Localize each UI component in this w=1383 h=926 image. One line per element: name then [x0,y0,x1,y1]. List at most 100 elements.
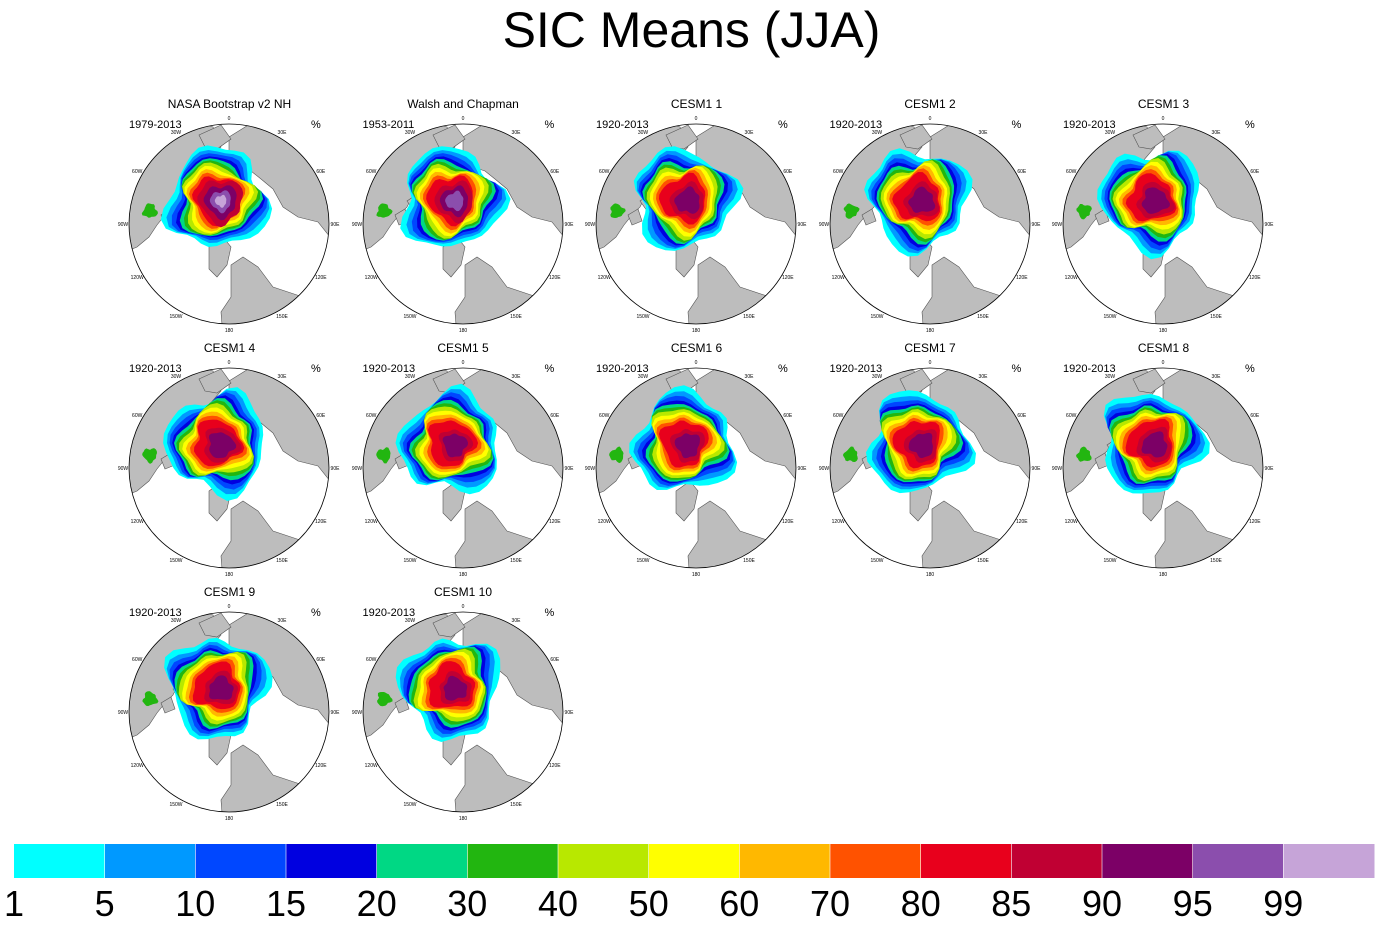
lon-label: 90E [331,710,341,716]
lon-label: 60W [132,657,143,663]
panel-unit: % [778,363,788,375]
polar-map: 180 150E 120E 90E 60E 30E 0 30W 60W 90W 120W 150W [585,116,807,334]
lon-label: 180 [692,572,701,578]
land-mass [432,124,465,150]
map-panel: CESM1 2 1920-2013% 180 150E 120E 90E 60E 30E 0 30… [814,97,1047,334]
lon-label: 180 [458,816,467,822]
lon-label: 90W [585,466,596,472]
map-border [128,123,330,325]
panel-period: 1920-2013 [829,119,883,131]
colorbar-swatch [376,844,468,878]
polar-map: 180 150E 120E 90E 60E 30E 0 30W 60W 90W 120W 150W [118,360,340,578]
map-border [362,123,563,325]
lon-label: 90W [585,222,596,228]
colorbar-label: 60 [719,883,759,924]
lon-label: 30E [278,618,288,624]
map-border [128,367,330,569]
map-panel: CESM1 7 1920-2013% 180 150E 120E 90E 60E 30E 0 30… [814,341,1047,578]
panel-period: 1920-2013 [362,363,416,375]
lon-label: 30W [638,374,649,380]
panel-unit: % [311,607,321,619]
sic-contour-hudson [375,447,390,464]
panel-title: CESM1 9 [203,585,256,599]
land-mass [394,696,409,714]
map-border [595,367,797,569]
lon-label: 60E [316,413,326,419]
polar-map: 180 150E 120E 90E 60E 30E 0 30W 60W 90W 120W 150W [585,360,807,578]
lon-label: 90W [1052,222,1063,228]
colorbar: 1 5 10 15 20 30 40 50 60 70 80 85 90 95 99 [4,844,1375,924]
lon-label: 60E [550,657,560,663]
map-panel: CESM1 1 1920-2013% 180 150E 120E 90E 60E 30E 0 30… [580,97,813,334]
sic-contour-90 [209,675,234,700]
sic-contour-90 [908,432,933,459]
lon-label: 150E [276,314,288,320]
lon-label: 120E [1015,275,1027,281]
lon-label: 90W [351,222,362,228]
colorbar-swatch [920,844,1012,878]
lon-label: 30E [511,130,521,136]
lon-label: 120E [1015,519,1027,525]
lon-label: 180 [225,816,234,822]
colorbar-swatch [739,844,831,878]
lon-label: 30W [1105,130,1116,136]
land-mass [899,368,932,394]
panel-unit: % [544,607,555,619]
lon-label: 0 [928,116,931,122]
lon-label: 30W [638,130,649,136]
lon-label: 150E [743,314,755,320]
lon-label: 60E [1017,413,1027,419]
lon-label: 0 [928,360,931,366]
lon-label: 150W [403,314,416,320]
panel-period: 1920-2013 [129,363,182,375]
sic-contour-hudson [1076,204,1092,220]
lon-label: 120W [831,519,844,525]
lon-label: 120E [782,275,794,281]
lon-label: 120W [1065,519,1078,525]
land-mass [432,612,465,638]
sic-contour-90 [443,675,467,701]
panel-unit: % [311,363,321,375]
lon-label: 90W [351,710,362,716]
lon-label: 120W [131,763,144,769]
lon-label: 60E [783,413,793,419]
colorbar-swatch [830,844,922,878]
lon-label: 150E [977,558,989,564]
lon-label: 120W [364,275,377,281]
lon-label: 120E [782,519,794,525]
colorbar-swatch [1102,844,1194,878]
lon-label: 150W [169,802,182,808]
lon-label: 60E [1250,413,1260,419]
lon-label: 120W [131,519,144,525]
land-mass [665,124,699,150]
polar-map: 180 150E 120E 90E 60E 30E 0 30W 60W 90W 120W 150W [818,116,1040,334]
lon-label: 60E [783,169,793,175]
colorbar-label: 70 [810,883,850,924]
map-panel: CESM1 10 1920-2013% 180 150E 120E 90E 60E 30E 0 3… [347,585,580,822]
lon-label: 30E [745,130,755,136]
lon-label: 0 [228,116,231,122]
lon-label: 30E [978,374,988,380]
lon-label: 150W [636,314,649,320]
lon-label: 150W [1103,558,1116,564]
lon-label: 60E [1017,169,1027,175]
panel-unit: % [1011,363,1022,375]
lon-label: 120E [1249,519,1261,525]
lon-label: 150W [870,558,883,564]
colorbar-swatch [14,844,106,878]
panel-period: 1920-2013 [129,607,182,619]
panel-unit: % [544,119,555,131]
lon-label: 150W [636,558,649,564]
sic-contour-hudson [843,203,860,219]
panel-title: CESM1 7 [904,341,956,355]
lon-label: 150E [510,558,522,564]
page-title: SIC Means (JJA) [502,2,881,58]
panel-unit: % [1011,119,1022,131]
map-panel: CESM1 3 1920-2013% 180 150E 120E 90E 60E 30E 0 30… [1047,97,1280,334]
panel-title: NASA Bootstrap v2 NH [167,97,292,111]
lon-label: 30W [171,618,182,624]
lon-label: 150E [276,802,288,808]
colorbar-swatch [467,844,559,878]
land-mass [1132,124,1166,150]
lon-label: 30E [278,374,288,380]
